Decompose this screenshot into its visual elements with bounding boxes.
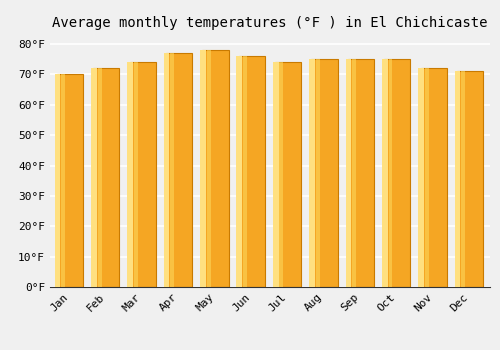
Bar xyxy=(348,59,374,287)
Bar xyxy=(166,53,192,287)
Bar xyxy=(420,68,446,287)
Bar xyxy=(243,56,247,287)
Bar xyxy=(346,59,352,287)
Bar xyxy=(275,62,301,287)
Bar xyxy=(206,50,210,287)
Bar xyxy=(312,59,338,287)
Bar xyxy=(98,68,102,287)
Bar xyxy=(352,59,356,287)
Bar xyxy=(128,62,133,287)
Bar xyxy=(91,68,96,287)
Bar xyxy=(62,75,65,287)
Bar xyxy=(382,59,388,287)
Bar xyxy=(425,68,429,287)
Bar xyxy=(280,62,283,287)
Bar xyxy=(164,53,170,287)
Bar xyxy=(94,68,120,287)
Title: Average monthly temperatures (°F ) in El Chichicaste: Average monthly temperatures (°F ) in El… xyxy=(52,16,488,30)
Bar xyxy=(454,71,460,287)
Bar xyxy=(134,62,138,287)
Bar xyxy=(170,53,174,287)
Bar xyxy=(418,68,424,287)
Bar xyxy=(457,71,483,287)
Bar xyxy=(316,59,320,287)
Bar xyxy=(462,71,465,287)
Bar xyxy=(57,75,83,287)
Bar xyxy=(202,50,228,287)
Bar xyxy=(388,59,392,287)
Bar xyxy=(309,59,315,287)
Bar xyxy=(130,62,156,287)
Bar xyxy=(200,50,206,287)
Bar xyxy=(236,56,242,287)
Bar xyxy=(273,62,278,287)
Bar xyxy=(54,75,60,287)
Bar xyxy=(238,56,265,287)
Bar xyxy=(384,59,410,287)
